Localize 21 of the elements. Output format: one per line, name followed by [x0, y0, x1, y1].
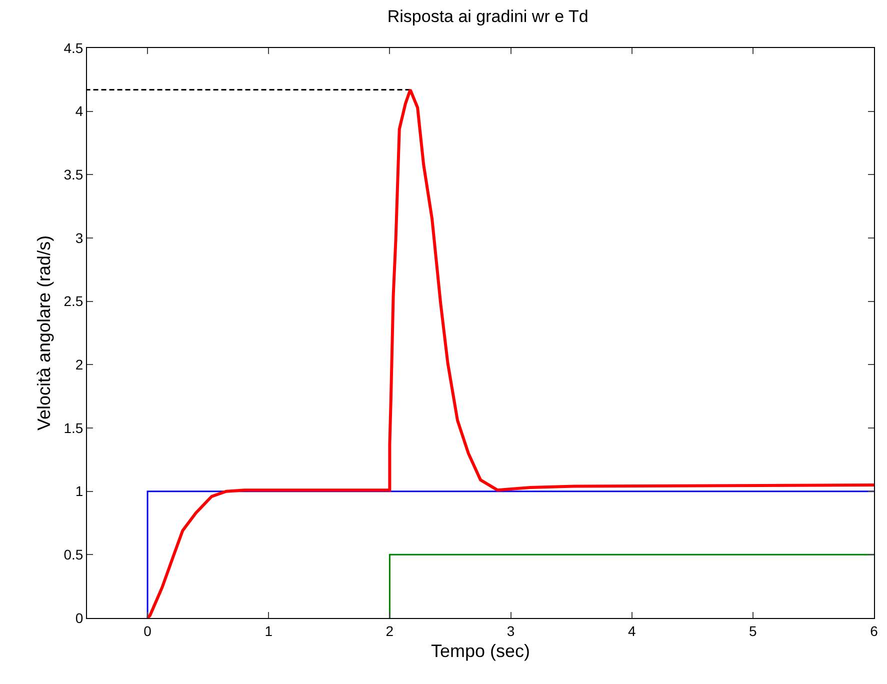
x-tick-label: 2: [386, 622, 394, 639]
x-tick-label: 6: [870, 622, 878, 639]
y-tick-label: 3.5: [64, 166, 84, 183]
x-axis-title: Tempo (sec): [430, 640, 530, 661]
y-tick-label: 2.5: [64, 293, 84, 310]
y-tick-label: 2: [75, 356, 84, 373]
y-tick-label: 0: [75, 610, 84, 626]
y-tick-label: 1.5: [64, 420, 84, 436]
x-tick-label: 4: [628, 622, 636, 639]
y-tick-label: 4.5: [64, 40, 84, 56]
y-tick-label: 1: [75, 483, 84, 500]
y-axis-title: Velocità angolare (rad/s): [34, 235, 54, 431]
chart-title: Risposta ai gradini wr e Td: [387, 7, 588, 26]
x-tick-label: 3: [506, 622, 515, 639]
line-series: [146, 88, 874, 618]
x-tick-label: 5: [749, 622, 758, 639]
x-tick-label: 1: [264, 622, 273, 639]
y-tick-label: 4: [75, 103, 84, 120]
y-tick-label: 3: [75, 230, 84, 246]
y-tick-label: 0.5: [64, 546, 84, 563]
x-tick-label: 0: [144, 622, 152, 639]
